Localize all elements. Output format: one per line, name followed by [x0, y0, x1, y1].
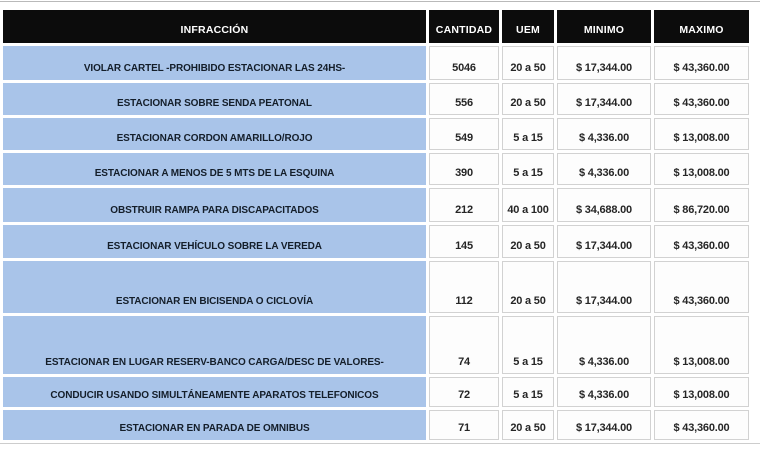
uem-value: 40 a 100 — [502, 188, 554, 222]
maximo-value: $ 86,720.00 — [654, 188, 749, 222]
table-row: ESTACIONAR SOBRE SENDA PEATONAL 556 20 a… — [3, 83, 750, 115]
maximo-value: $ 43,360.00 — [654, 410, 749, 440]
cantidad-value: 72 — [429, 377, 499, 407]
uem-value: 20 a 50 — [502, 261, 554, 313]
cantidad-value: 112 — [429, 261, 499, 313]
table-row: ESTACIONAR EN BICISENDA O CICLOVÍA 112 2… — [3, 261, 750, 313]
uem-value: 20 a 50 — [502, 410, 554, 440]
infraction-label: OBSTRUIR RAMPA PARA DISCAPACITADOS — [3, 188, 426, 222]
infraction-label: ESTACIONAR EN BICISENDA O CICLOVÍA — [3, 261, 426, 313]
cantidad-value: 212 — [429, 188, 499, 222]
uem-value: 20 a 50 — [502, 225, 554, 258]
minimo-value: $ 17,344.00 — [557, 261, 651, 313]
cantidad-value: 71 — [429, 410, 499, 440]
uem-value: 5 a 15 — [502, 316, 554, 374]
maximo-value: $ 13,008.00 — [654, 153, 749, 185]
infraction-label: ESTACIONAR A MENOS DE 5 MTS DE LA ESQUIN… — [3, 153, 426, 185]
uem-value: 5 a 15 — [502, 153, 554, 185]
minimo-value: $ 17,344.00 — [557, 46, 651, 80]
maximo-value: $ 43,360.00 — [654, 46, 749, 80]
cantidad-value: 556 — [429, 83, 499, 115]
table-row: OBSTRUIR RAMPA PARA DISCAPACITADOS 212 4… — [3, 188, 750, 222]
infractions-table: INFRACCIÓN CANTIDAD UEM MINIMO MAXIMO VI… — [3, 10, 750, 440]
uem-value: 20 a 50 — [502, 46, 554, 80]
header-cell-infraccion: INFRACCIÓN — [3, 10, 426, 43]
minimo-value: $ 4,336.00 — [557, 118, 651, 150]
table-row: ESTACIONAR EN LUGAR RESERV-BANCO CARGA/D… — [3, 316, 750, 374]
bottom-divider-line — [0, 443, 760, 444]
minimo-value: $ 34,688.00 — [557, 188, 651, 222]
table-row: ESTACIONAR A MENOS DE 5 MTS DE LA ESQUIN… — [3, 153, 750, 185]
maximo-value: $ 13,008.00 — [654, 118, 749, 150]
top-divider-line — [0, 1, 760, 2]
header-cell-uem: UEM — [502, 10, 554, 43]
table-row: VIOLAR CARTEL -PROHIBIDO ESTACIONAR LAS … — [3, 46, 750, 80]
minimo-value: $ 17,344.00 — [557, 410, 651, 440]
minimo-value: $ 17,344.00 — [557, 225, 651, 258]
header-cell-maximo: MAXIMO — [654, 10, 749, 43]
infraction-label: CONDUCIR USANDO SIMULTÁNEAMENTE APARATOS… — [3, 377, 426, 407]
uem-value: 5 a 15 — [502, 377, 554, 407]
cantidad-value: 74 — [429, 316, 499, 374]
minimo-value: $ 17,344.00 — [557, 83, 651, 115]
cantidad-value: 390 — [429, 153, 499, 185]
table-header-row: INFRACCIÓN CANTIDAD UEM MINIMO MAXIMO — [3, 10, 750, 43]
table-row: CONDUCIR USANDO SIMULTÁNEAMENTE APARATOS… — [3, 377, 750, 407]
maximo-value: $ 13,008.00 — [654, 316, 749, 374]
table-row: ESTACIONAR EN PARADA DE OMNIBUS 71 20 a … — [3, 410, 750, 440]
maximo-value: $ 43,360.00 — [654, 83, 749, 115]
infraction-label: ESTACIONAR CORDON AMARILLO/ROJO — [3, 118, 426, 150]
infraction-label: VIOLAR CARTEL -PROHIBIDO ESTACIONAR LAS … — [3, 46, 426, 80]
header-cell-cantidad: CANTIDAD — [429, 10, 499, 43]
uem-value: 5 a 15 — [502, 118, 554, 150]
minimo-value: $ 4,336.00 — [557, 153, 651, 185]
maximo-value: $ 43,360.00 — [654, 225, 749, 258]
minimo-value: $ 4,336.00 — [557, 377, 651, 407]
maximo-value: $ 43,360.00 — [654, 261, 749, 313]
table-row: ESTACIONAR VEHÍCULO SOBRE LA VEREDA 145 … — [3, 225, 750, 258]
infraction-label: ESTACIONAR EN PARADA DE OMNIBUS — [3, 410, 426, 440]
maximo-value: $ 13,008.00 — [654, 377, 749, 407]
table-row: ESTACIONAR CORDON AMARILLO/ROJO 549 5 a … — [3, 118, 750, 150]
infraction-label: ESTACIONAR SOBRE SENDA PEATONAL — [3, 83, 426, 115]
uem-value: 20 a 50 — [502, 83, 554, 115]
cantidad-value: 5046 — [429, 46, 499, 80]
cantidad-value: 145 — [429, 225, 499, 258]
infraction-label: ESTACIONAR EN LUGAR RESERV-BANCO CARGA/D… — [3, 316, 426, 374]
minimo-value: $ 4,336.00 — [557, 316, 651, 374]
header-cell-minimo: MINIMO — [557, 10, 651, 43]
cantidad-value: 549 — [429, 118, 499, 150]
infraction-label: ESTACIONAR VEHÍCULO SOBRE LA VEREDA — [3, 225, 426, 258]
